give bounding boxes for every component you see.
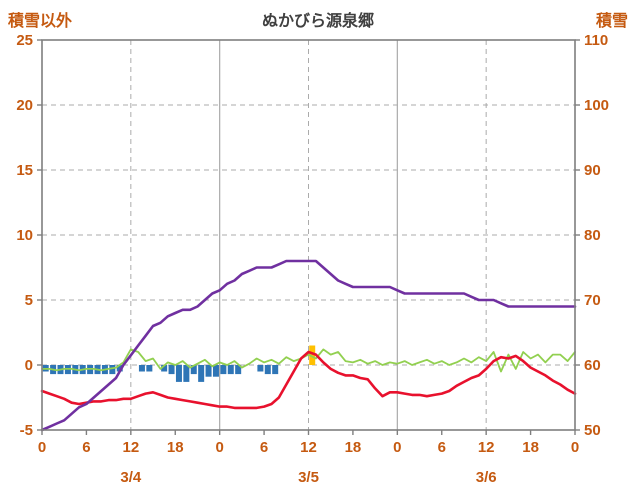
left-tick-label: 25	[16, 32, 33, 49]
orange-bars-bar	[309, 345, 316, 365]
blue-bars-bar	[146, 365, 153, 372]
right-tick-label: 50	[584, 422, 601, 439]
blue-bars-bar	[116, 365, 123, 372]
x-tick-label: 6	[260, 439, 268, 456]
blue-bars-bar	[272, 365, 279, 375]
blue-bars-bar	[257, 365, 264, 372]
blue-bars-bar	[175, 365, 182, 382]
x-tick-label: 12	[122, 439, 139, 456]
right-tick-label: 110	[584, 32, 608, 49]
blue-bars-bar	[264, 365, 271, 375]
green-line	[41, 348, 576, 373]
right-tick-label: 80	[584, 227, 601, 244]
left-axis-title: 積雪以外	[8, 13, 73, 30]
blue-bars-bar	[183, 365, 190, 382]
blue-bars-bar	[205, 365, 212, 377]
left-tick-label: 5	[25, 292, 33, 309]
blue-bars-bar	[168, 365, 175, 375]
right-tick-label: 70	[584, 292, 601, 309]
day-label: 3/6	[476, 469, 497, 486]
x-tick-label: 18	[167, 439, 184, 456]
x-tick-label: 12	[300, 439, 317, 456]
blue-bars-bar	[220, 365, 227, 375]
x-tick-label: 0	[393, 439, 401, 456]
x-tick-label: 6	[438, 439, 446, 456]
chart-title: ぬかびら源泉郷	[261, 13, 374, 30]
blue-bars-bar	[190, 365, 197, 375]
blue-bars-bar	[138, 365, 145, 372]
left-tick-label: 10	[16, 227, 33, 244]
right-tick-label: 60	[584, 357, 601, 374]
blue-bars-bar	[227, 365, 234, 375]
left-tick-label: 0	[25, 357, 33, 374]
left-tick-label: 15	[16, 162, 33, 179]
day-label: 3/5	[298, 469, 319, 486]
blue-bars-bar	[212, 365, 219, 377]
x-tick-label: 0	[215, 439, 223, 456]
x-tick-label: 0	[571, 439, 579, 456]
left-tick-label: -5	[20, 422, 33, 439]
x-tick-label: 18	[522, 439, 539, 456]
x-tick-label: 6	[82, 439, 90, 456]
x-tick-label: 0	[38, 439, 46, 456]
blue-bars-bar	[161, 365, 168, 372]
purple-line	[40, 259, 577, 432]
day-label: 3/4	[120, 469, 142, 486]
x-tick-label: 12	[478, 439, 495, 456]
blue-bars-bar	[109, 365, 116, 375]
left-tick-label: 20	[16, 97, 33, 114]
right-tick-label: 100	[584, 97, 609, 114]
blue-bars-bar	[198, 365, 205, 382]
right-tick-label: 90	[584, 162, 601, 179]
right-axis-title: 積雪	[595, 13, 628, 30]
x-tick-label: 18	[345, 439, 362, 456]
blue-bars-bar	[235, 365, 242, 375]
red-line	[40, 350, 577, 410]
